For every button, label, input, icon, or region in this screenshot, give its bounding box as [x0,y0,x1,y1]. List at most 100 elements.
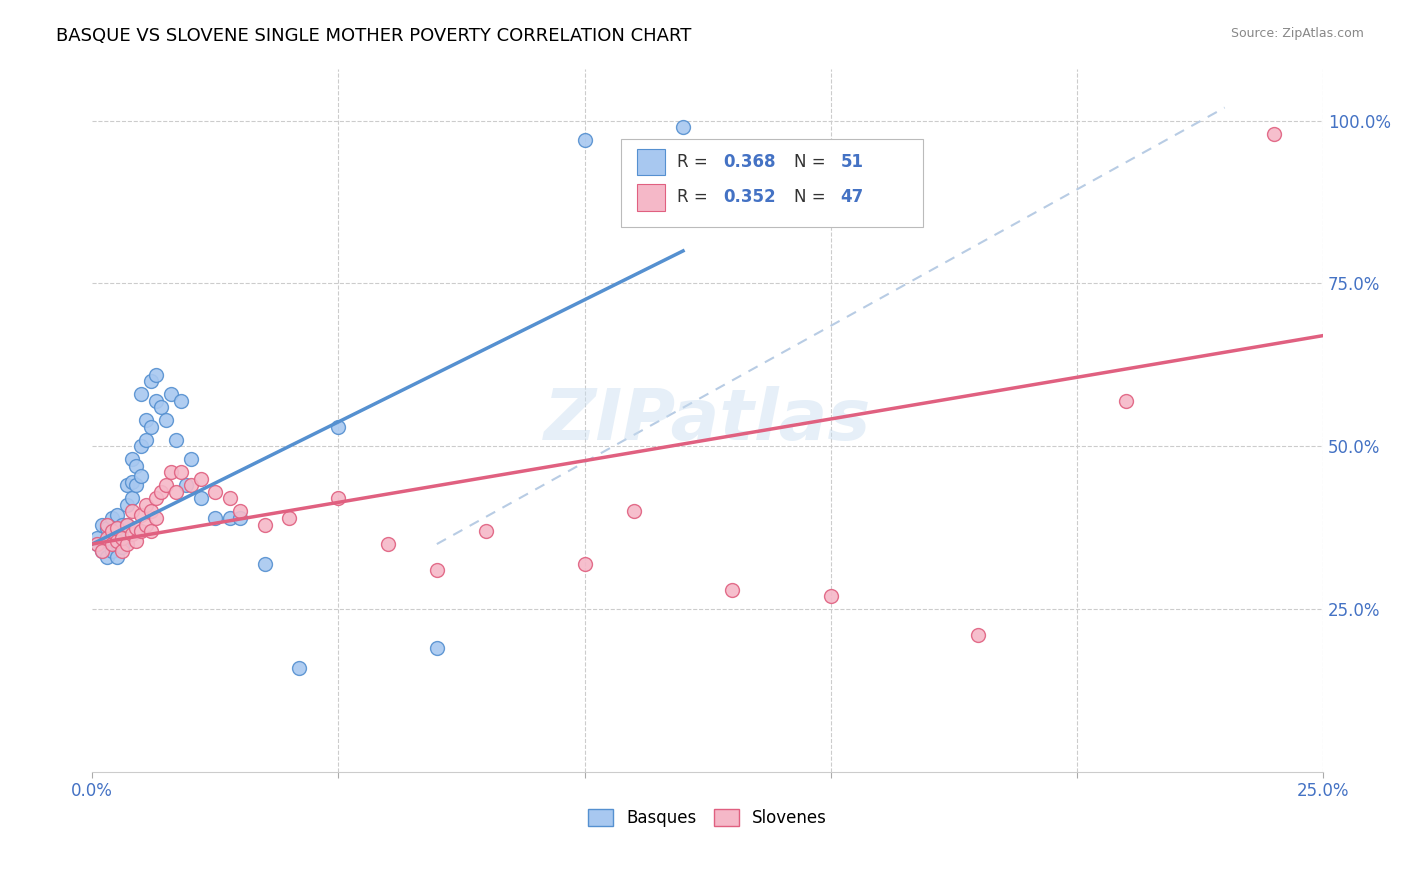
Point [145,511,167,525]
Point [111,531,134,545]
Point [574,557,596,571]
Point [101,537,124,551]
Point [111,531,134,545]
Point [105,527,128,541]
Point [111,541,134,555]
Bar [637,149,665,176]
FancyBboxPatch shape [621,139,924,227]
Point [672,120,695,135]
Point [101,531,124,545]
Point [145,491,167,506]
Point [141,524,163,538]
Point [377,537,399,551]
Text: Source: ZipAtlas.com: Source: ZipAtlas.com [1230,27,1364,40]
Text: BASQUE VS SLOVENE SINGLE MOTHER POVERTY CORRELATION CHART: BASQUE VS SLOVENE SINGLE MOTHER POVERTY … [56,27,692,45]
Point [131,387,153,401]
Text: 0.352: 0.352 [724,188,776,206]
Point [111,543,134,558]
Point [115,537,138,551]
Point [204,511,226,525]
Point [820,589,842,603]
Point [96,517,118,532]
Legend: Basques, Slovenes: Basques, Slovenes [582,803,834,834]
Point [145,368,167,382]
Point [426,563,449,577]
Point [141,419,163,434]
Point [91,543,114,558]
Point [131,439,153,453]
Point [278,511,301,525]
Point [155,413,177,427]
Point [967,628,990,642]
Point [174,478,197,492]
Point [229,504,252,518]
Point [253,557,276,571]
Point [135,413,157,427]
Point [105,550,128,565]
Point [150,485,173,500]
Point [131,524,153,538]
Point [229,511,252,525]
Point [125,478,148,492]
Point [160,466,183,480]
Point [180,478,202,492]
Point [574,133,596,147]
Point [135,498,157,512]
Point [105,521,128,535]
Point [115,498,138,512]
Point [253,517,276,532]
Point [135,517,157,532]
Point [155,478,177,492]
Point [145,393,167,408]
Point [165,433,187,447]
Point [96,550,118,565]
Point [115,478,138,492]
Point [125,521,148,535]
Text: 51: 51 [841,153,863,171]
Point [190,491,212,506]
Point [115,517,138,532]
Point [190,472,212,486]
Text: 47: 47 [841,188,863,206]
Text: R =: R = [676,188,713,206]
Point [141,374,163,388]
Point [141,504,163,518]
Point [86,537,108,551]
Point [96,521,118,535]
Point [125,458,148,473]
Text: R =: R = [676,153,713,171]
Point [170,466,193,480]
Point [1115,393,1137,408]
Point [121,504,143,518]
Point [328,491,350,506]
Point [219,511,242,525]
Text: 0.368: 0.368 [724,153,776,171]
Point [426,641,449,656]
Point [288,661,311,675]
Point [121,475,143,490]
Point [204,485,226,500]
Point [121,491,143,506]
Point [160,387,183,401]
Point [101,543,124,558]
Text: ZIPatlas: ZIPatlas [544,385,872,455]
Point [165,485,187,500]
Text: N =: N = [794,188,831,206]
Point [105,533,128,548]
Point [475,524,498,538]
Point [96,533,118,548]
Point [121,527,143,541]
Point [105,537,128,551]
Point [170,393,193,408]
Point [150,401,173,415]
Point [91,543,114,558]
Point [105,508,128,522]
Point [623,504,645,518]
Point [101,511,124,525]
Point [101,524,124,538]
Text: N =: N = [794,153,831,171]
Point [180,452,202,467]
Point [328,419,350,434]
Point [111,517,134,532]
Point [115,517,138,532]
